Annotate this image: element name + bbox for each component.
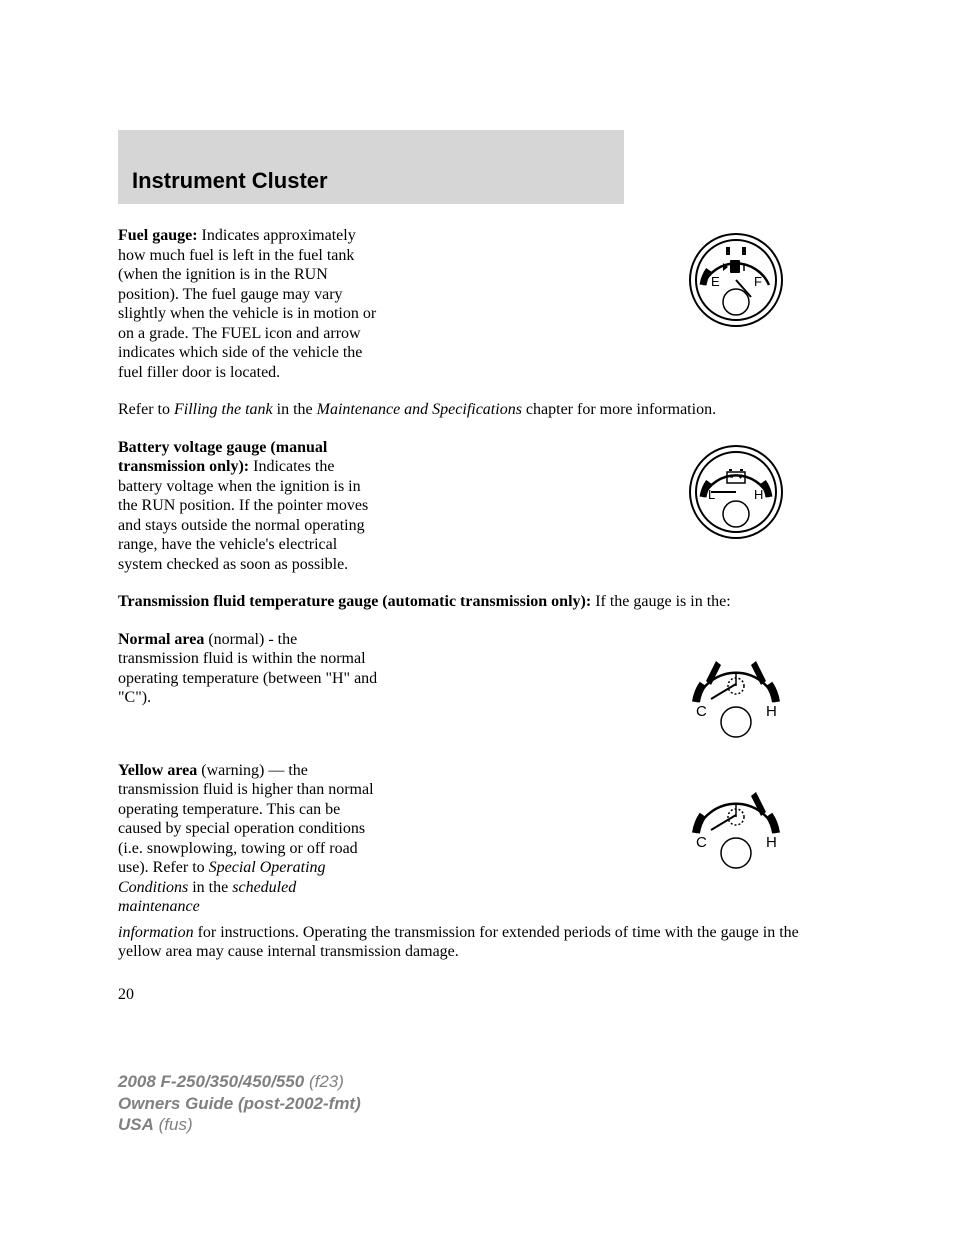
fuel-e-label: E (711, 274, 720, 289)
fuel-para: Fuel gauge: Indicates approximately how … (118, 226, 380, 382)
battery-l-label: L (708, 487, 715, 502)
yellow-gauge-col: C H (636, 761, 836, 880)
page-number: 20 (118, 986, 836, 1004)
footer-line2: Owners Guide (post-2002-fmt) (118, 1093, 361, 1114)
yellow-para-top: Yellow area (warning) — the transmission… (118, 761, 380, 917)
fuel-f-label: F (754, 274, 762, 289)
header-title: Instrument Cluster (132, 168, 328, 194)
yellow-text-narrow: Yellow area (warning) — the transmission… (118, 761, 380, 923)
refer-mid: in the (273, 401, 317, 418)
fuel-gauge-icon: E F (681, 230, 791, 340)
yellow-mid1: in the (188, 879, 232, 896)
section-fuel: Fuel gauge: Indicates approximately how … (118, 226, 836, 388)
yellow-body2: for instructions. Operating the transmis… (118, 924, 799, 961)
footer-l1-bold: 2008 F-250/350/450/550 (118, 1072, 304, 1091)
refer-post: chapter for more information. (522, 401, 716, 418)
header-bar: Instrument Cluster (118, 130, 624, 204)
refer-ital1: Filling the tank (174, 401, 273, 418)
section-trans-header: Transmission fluid temperature gauge (au… (118, 592, 836, 618)
battery-h-label: H (754, 487, 763, 502)
section-refer-fill: Refer to Filling the tank in the Mainten… (118, 400, 836, 426)
footer-line1: 2008 F-250/350/450/550 (f23) (118, 1071, 361, 1092)
fuel-label: Fuel gauge: (118, 227, 198, 244)
trans-header-body: If the gauge is in the: (591, 593, 731, 610)
page-content: Instrument Cluster Fuel gauge: Indicates… (0, 0, 954, 1064)
battery-para: Battery voltage gauge (manual transmissi… (118, 438, 380, 575)
trans-header-para: Transmission fluid temperature gauge (au… (118, 592, 836, 612)
battery-gauge-icon: L H (681, 442, 791, 552)
fuel-body: Indicates approximately how much fuel is… (118, 227, 376, 381)
trans-header-label: Transmission fluid temperature gauge (au… (118, 593, 591, 610)
temp-yellow-gauge-icon: C H (671, 765, 801, 875)
fuel-gauge-col: E F (636, 226, 836, 345)
footer-l3-bold: USA (118, 1115, 154, 1134)
yellow-c-label: C (696, 834, 707, 851)
footer-line3: USA (fus) (118, 1114, 361, 1135)
section-normal: Normal area (normal) - the transmission … (118, 630, 836, 749)
battery-text: Battery voltage gauge (manual transmissi… (118, 438, 380, 581)
normal-h-label: H (766, 703, 777, 720)
normal-gauge-col: C H (636, 630, 836, 749)
refer-pre: Refer to (118, 401, 174, 418)
footer-l2-bold: Owners Guide (post-2002-fmt) (118, 1094, 361, 1113)
refer-ital2: Maintenance and Specifications (317, 401, 522, 418)
refer-fill-para: Refer to Filling the tank in the Mainten… (118, 400, 836, 420)
footer: 2008 F-250/350/450/550 (f23) Owners Guid… (118, 1071, 361, 1135)
normal-label: Normal area (118, 631, 204, 648)
section-yellow: Yellow area (warning) — the transmission… (118, 761, 836, 968)
section-battery: Battery voltage gauge (manual transmissi… (118, 438, 836, 581)
battery-body: Indicates the battery voltage when the i… (118, 458, 368, 573)
yellow-para-bottom: information for instructions. Operating … (118, 923, 836, 962)
footer-l3-ital: (fus) (154, 1115, 193, 1134)
yellow-h-label: H (766, 834, 777, 851)
fuel-text: Fuel gauge: Indicates approximately how … (118, 226, 380, 388)
battery-gauge-col: L H (636, 438, 836, 557)
normal-para: Normal area (normal) - the transmission … (118, 630, 380, 708)
footer-l1-ital: (f23) (304, 1072, 344, 1091)
yellow-label: Yellow area (118, 762, 197, 779)
temp-normal-gauge-icon: C H (671, 634, 801, 744)
yellow-ital2-part2: information (118, 924, 194, 941)
normal-text: Normal area (normal) - the transmission … (118, 630, 380, 714)
normal-c-label: C (696, 703, 707, 720)
